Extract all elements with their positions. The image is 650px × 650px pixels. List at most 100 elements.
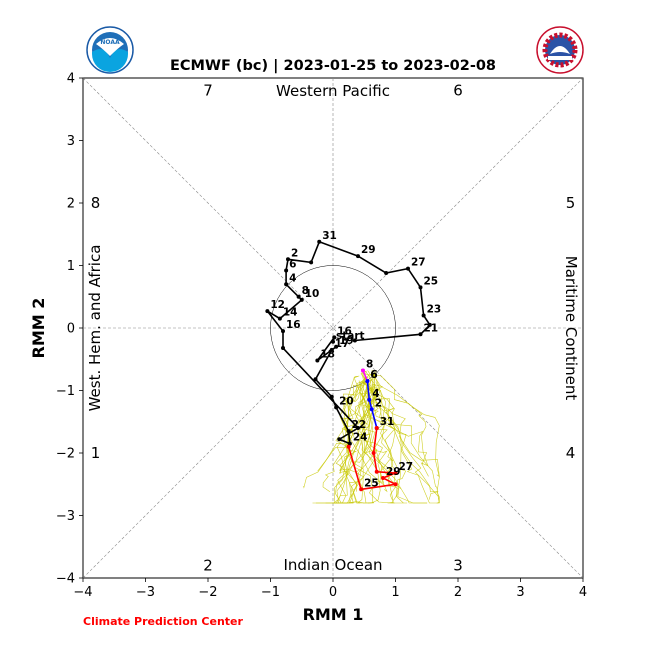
series-point <box>381 476 385 480</box>
ensemble-member-line <box>315 387 370 504</box>
phase-label: 7 <box>203 82 213 100</box>
series-point <box>317 239 322 244</box>
ensemble-member-line <box>370 371 440 504</box>
day-label: 31 <box>322 230 337 242</box>
series-point <box>296 294 301 299</box>
day-label: 20 <box>339 395 354 407</box>
series-point <box>367 397 372 402</box>
nws-logo <box>536 26 584 74</box>
day-label: 4 <box>289 272 296 284</box>
series-point <box>374 469 379 474</box>
y-tick-label: 2 <box>67 197 75 212</box>
ensemble-member-line <box>336 386 365 504</box>
series-point <box>265 309 270 314</box>
series-point <box>284 268 289 273</box>
x-tick-label: 1 <box>391 585 399 600</box>
day-label: 10 <box>305 288 320 300</box>
y-axis-label: RMM 2 <box>29 298 48 359</box>
series-point <box>309 260 314 265</box>
x-tick-label: −2 <box>198 585 217 600</box>
series-point <box>299 297 304 302</box>
series-point <box>346 429 351 434</box>
x-axis-label: RMM 1 <box>303 605 364 624</box>
diagonal-line-1 <box>82 77 584 579</box>
day-label: 6 <box>370 369 377 381</box>
series-point <box>384 271 389 275</box>
series-line-2 <box>366 381 378 429</box>
series-line-3 <box>347 427 399 491</box>
day-label: 12 <box>270 299 285 311</box>
series-point <box>361 368 365 373</box>
day-label: 31 <box>380 416 395 428</box>
series-point <box>332 335 337 340</box>
day-label: 24 <box>353 432 368 444</box>
series-point <box>329 347 334 352</box>
day-label: 23 <box>427 304 442 316</box>
ensemble-member-line <box>367 370 440 478</box>
series-point <box>406 266 410 271</box>
ensemble-member-line <box>366 382 397 504</box>
diagonal-line-2 <box>82 77 584 579</box>
ensemble-member-line <box>339 374 373 504</box>
series-point <box>356 254 360 259</box>
series-point <box>421 313 426 318</box>
ensemble-member-line <box>373 373 407 504</box>
series-point <box>374 426 379 430</box>
series-point <box>277 316 282 321</box>
day-label: 27 <box>399 461 414 473</box>
x-tick-label: 3 <box>516 585 524 600</box>
region-label-left: West. Hem. and Africa <box>86 245 104 412</box>
series-point <box>346 444 351 449</box>
x-tick-label: −1 <box>261 585 280 600</box>
day-label: 19 <box>339 335 354 347</box>
noaa-logo: NOAA <box>86 26 134 74</box>
series-point <box>281 329 285 334</box>
ensemble-member-line <box>360 370 381 504</box>
day-label: 22 <box>352 419 367 431</box>
day-label: 6 <box>370 369 377 381</box>
ensemble-member-line <box>317 382 370 472</box>
series-point <box>347 441 352 446</box>
region-label-right: Maritime Continent <box>562 256 580 401</box>
series-point <box>393 471 398 475</box>
x-tick-label: −3 <box>136 585 155 600</box>
series-point <box>427 322 432 327</box>
y-tick-label: 3 <box>67 134 75 149</box>
series-point <box>284 282 289 287</box>
day-label: 4 <box>372 388 379 400</box>
y-tick-label: −4 <box>56 572 75 587</box>
series-point <box>286 257 290 262</box>
series-point <box>331 339 335 344</box>
day-label: 17 <box>335 338 350 350</box>
day-label: 2 <box>291 247 298 259</box>
day-label: 21 <box>424 322 439 334</box>
ensemble-member-line <box>339 375 428 504</box>
x-tick-label: 2 <box>454 585 462 600</box>
x-tick-label: 4 <box>579 585 587 600</box>
x-tick-label: 0 <box>329 585 337 600</box>
phase-label: 6 <box>453 82 463 100</box>
series-point <box>313 377 318 382</box>
day-label: 29 <box>361 244 376 256</box>
credit-text: Climate Prediction Center <box>83 615 243 628</box>
series-point <box>329 394 334 399</box>
noaa-logo-text: NOAA <box>100 39 120 46</box>
series-point <box>393 482 398 487</box>
day-label: 29 <box>386 466 401 478</box>
y-tick-label: 4 <box>67 72 75 87</box>
day-label: 8 <box>366 359 373 371</box>
phase-label: 2 <box>203 557 213 575</box>
series-point <box>352 338 357 343</box>
series-point <box>418 332 423 337</box>
day-label: 8 <box>302 285 309 297</box>
day-label: 18 <box>320 349 335 361</box>
region-label-bottom: Indian Ocean <box>283 556 382 574</box>
day-label: 16 <box>337 325 352 337</box>
series-point <box>356 426 360 430</box>
series-point <box>281 346 285 350</box>
x-tick-label: −4 <box>73 585 92 600</box>
y-tick-label: −2 <box>56 447 75 462</box>
region-label-top: Western Pacific <box>276 82 390 100</box>
unit-circle <box>270 265 396 391</box>
